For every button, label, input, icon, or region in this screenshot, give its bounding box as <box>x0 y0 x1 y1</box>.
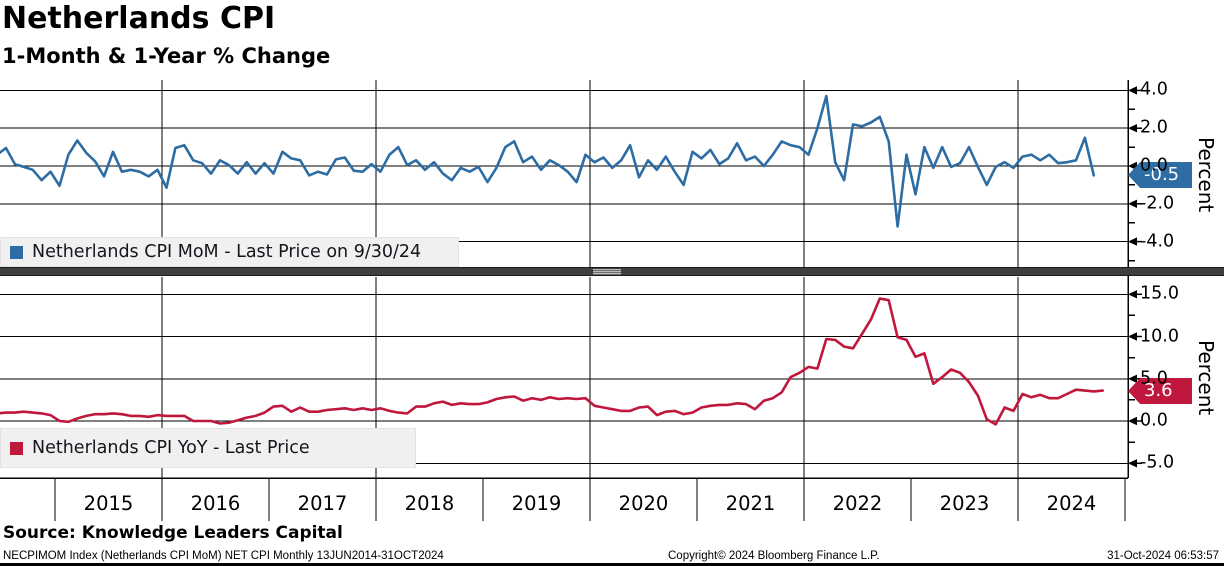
x-axis-year-label: 2019 <box>511 492 562 515</box>
y-tick-label: -4.0 <box>1140 231 1175 252</box>
x-axis-year-label: 2020 <box>618 492 669 515</box>
x-axis-year-label: 2018 <box>404 492 455 515</box>
y-tick-label: -2.0 <box>1140 193 1175 214</box>
top-axis-title: Percent <box>1194 137 1218 213</box>
y-tick-label: 0.0 <box>1140 155 1168 176</box>
y-tick-label: 5.0 <box>1140 368 1168 389</box>
legend-cpi-yoy-label: Netherlands CPI YoY - Last Price <box>32 438 310 458</box>
legend-cpi-yoy: Netherlands CPI YoY - Last Price <box>0 428 416 468</box>
footer-index-description: NECPIMOM Index (Netherlands CPI MoM) NET… <box>3 550 444 562</box>
x-axis-year-label: 2015 <box>83 492 134 515</box>
yoy-last-price-badge: 3.6 <box>1128 378 1192 404</box>
yoy-line-series <box>0 297 1104 426</box>
y-tick-label: 4.0 <box>1140 79 1168 100</box>
page-subtitle: 1-Month & 1-Year % Change <box>2 44 331 68</box>
mom-line-series <box>0 94 1096 228</box>
x-axis-year-label: 2024 <box>1046 492 1097 515</box>
x-axis-year-label: 2016 <box>190 492 241 515</box>
y-tick-label: -5.0 <box>1140 452 1175 473</box>
page-title: Netherlands CPI <box>2 1 276 36</box>
y-tick-label: 0.0 <box>1140 410 1168 431</box>
panel-divider-drag-handle-icon[interactable] <box>593 269 621 275</box>
y-tick-label: 15.0 <box>1140 283 1179 304</box>
footer-copyright: Copyright© 2024 Bloomberg Finance L.P. <box>668 550 880 562</box>
x-axis-year-label: 2017 <box>297 492 348 515</box>
x-axis-year-label: 2021 <box>725 492 776 515</box>
footer-timestamp: 31-Oct-2024 06:53:57 <box>1107 550 1219 562</box>
legend-cpi-mom: Netherlands CPI MoM - Last Price on 9/30… <box>0 237 459 267</box>
source-attribution: Source: Knowledge Leaders Capital <box>3 523 343 543</box>
yoy-series-swatch-icon <box>10 441 23 455</box>
legend-cpi-mom-label: Netherlands CPI MoM - Last Price on 9/30… <box>32 242 422 262</box>
mom-last-price-badge: -0.5 <box>1128 162 1192 188</box>
x-axis-year-label: 2023 <box>939 492 990 515</box>
bottom-edge-bar <box>0 563 1224 566</box>
bottom-axis-title: Percent <box>1194 340 1218 416</box>
y-tick-label: 2.0 <box>1140 117 1168 138</box>
mom-series-swatch-icon <box>10 245 23 259</box>
x-axis-year-label: 2022 <box>832 492 883 515</box>
y-tick-label: 10.0 <box>1140 326 1179 347</box>
